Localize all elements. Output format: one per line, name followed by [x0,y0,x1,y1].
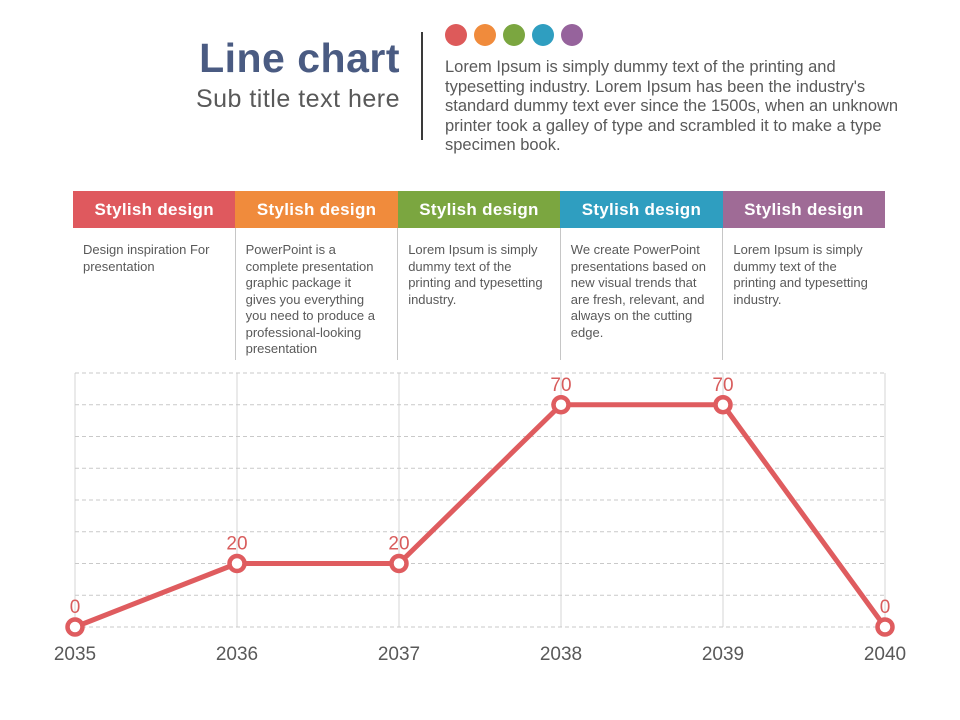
title-block: Line chart Sub title text here [118,35,400,114]
accent-dot [532,24,554,46]
svg-text:2036: 2036 [216,644,258,665]
line-chart: 0 2035 20 2036 20 2037 70 2038 70 2039 0 2040 [54,372,906,665]
page-title: Line chart [199,35,400,81]
svg-text:2037: 2037 [378,644,420,665]
feature-header: Stylish design [722,191,886,228]
feature-body: PowerPoint is a complete presentation gr… [234,228,398,360]
feature-header: Stylish design [73,191,236,228]
accent-dot [445,24,467,46]
header-divider [421,32,423,140]
svg-text:2038: 2038 [540,644,582,665]
feature-body: We create PowerPoint presentations based… [559,228,723,360]
svg-text:2040: 2040 [864,644,906,665]
accent-dots-row [445,24,915,46]
intro-paragraph: Lorem Ipsum is simply dummy text of the … [445,58,899,154]
svg-text:0: 0 [70,597,81,618]
svg-text:70: 70 [712,375,733,396]
feature-bodies-row: Design inspiration For presentation Powe… [73,228,885,360]
svg-text:20: 20 [226,534,247,555]
svg-text:20: 20 [388,534,409,555]
feature-headers-row: Stylish design Stylish design Stylish de… [73,191,886,228]
feature-body: Lorem Ipsum is simply dummy text of the … [722,228,885,360]
svg-text:2035: 2035 [54,644,96,665]
feature-header: Stylish design [235,191,398,228]
page-subtitle: Sub title text here [195,85,400,114]
svg-text:2039: 2039 [702,644,744,665]
line-chart-area: 0 2035 20 2036 20 2037 70 2038 70 2039 0 2040 [0,360,960,680]
feature-header: Stylish design [560,191,723,228]
svg-text:0: 0 [880,597,891,618]
svg-text:70: 70 [550,375,571,396]
feature-header: Stylish design [397,191,561,228]
intro-block: Lorem Ipsum is simply dummy text of the … [445,24,915,156]
feature-body: Lorem Ipsum is simply dummy text of the … [397,228,560,360]
feature-strip: Stylish design Stylish design Stylish de… [73,191,886,360]
accent-dot [561,24,583,46]
feature-body: Design inspiration For presentation [83,242,210,274]
accent-dot [474,24,496,46]
accent-dot [503,24,525,46]
